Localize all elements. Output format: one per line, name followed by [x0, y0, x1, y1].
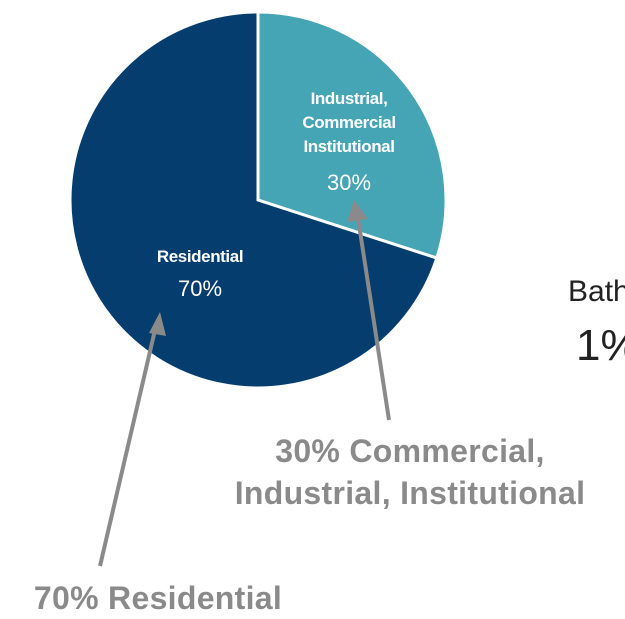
pie-slices	[68, 10, 448, 390]
callout-commercial: 30% Commercial, Industrial, Institutiona…	[235, 433, 586, 511]
callout-residential-line-1: 70% Residential	[34, 580, 282, 616]
truncated-side-label: Bath 1%	[568, 275, 625, 370]
slice-label-industrial-line-2: Commercial	[302, 113, 395, 132]
callout-arrow-commercial-shaft	[356, 217, 391, 421]
slice-label-residential-name: Residential	[157, 247, 243, 266]
slice-label-industrial-line-3: Institutional	[303, 137, 394, 156]
truncated-label-name: Bath	[568, 275, 625, 308]
pie-slice-residential	[68, 10, 439, 390]
slice-label-industrial: Industrial, Commercial Institutional 30%	[302, 89, 396, 195]
slice-label-industrial-line-1: Industrial,	[311, 89, 388, 108]
truncated-label-value: 1%	[576, 321, 625, 370]
callout-arrow-residential	[98, 312, 166, 567]
callout-arrow-commercial-head	[347, 200, 368, 222]
slice-label-industrial-percent: 30%	[327, 170, 371, 195]
callout-commercial-line-1: 30% Commercial,	[275, 433, 545, 469]
callout-arrow-commercial	[347, 200, 391, 421]
callout-arrow-residential-shaft	[98, 329, 157, 567]
callout-residential: 70% Residential	[34, 580, 282, 616]
slice-label-residential: Residential 70%	[157, 247, 244, 301]
slice-label-residential-percent: 70%	[178, 276, 222, 301]
callout-arrow-residential-head	[149, 312, 166, 336]
pie-slice-industrial-commercial-institutional	[256, 10, 448, 260]
callout-commercial-line-2: Industrial, Institutional	[235, 475, 586, 511]
